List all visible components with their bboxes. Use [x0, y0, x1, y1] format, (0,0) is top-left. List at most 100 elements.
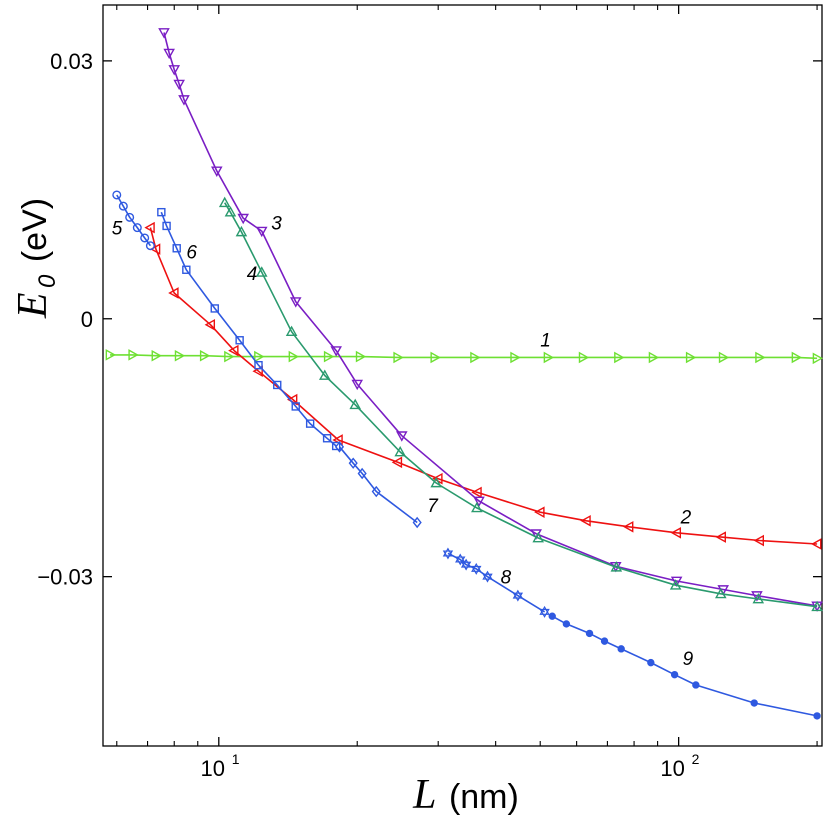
x-axis-symbol: L — [412, 772, 436, 818]
data-point — [255, 226, 268, 238]
y-axis-label: E 0 (eV) — [10, 198, 61, 319]
data-point — [482, 570, 493, 583]
data-point — [600, 637, 609, 645]
data-point — [718, 351, 730, 364]
data-point — [692, 681, 700, 689]
series-line — [338, 446, 418, 524]
data-point — [580, 514, 591, 527]
data-point — [585, 629, 594, 638]
data-point — [750, 699, 758, 707]
x-tick-label: 10 — [660, 756, 684, 781]
data-point — [163, 48, 175, 60]
data-point — [168, 65, 181, 76]
data-point — [323, 350, 335, 363]
data-point — [812, 352, 824, 365]
data-point — [128, 349, 139, 361]
data-point — [151, 349, 162, 362]
data-point — [617, 645, 625, 653]
data-point — [210, 304, 219, 313]
data-point — [391, 456, 403, 469]
x-tick-label-exponent: 2 — [692, 751, 700, 767]
y-axis-symbol: E — [10, 292, 56, 319]
series-line — [447, 552, 546, 613]
data-point — [670, 576, 683, 587]
data-point — [348, 457, 358, 469]
y-tick-label: 0 — [81, 307, 93, 332]
data-point — [291, 402, 300, 411]
series-line — [224, 202, 818, 608]
data-point — [512, 589, 524, 602]
series-line — [551, 615, 818, 717]
data-point — [578, 351, 590, 364]
series-9 — [548, 612, 821, 720]
data-point — [460, 558, 472, 571]
data-point — [144, 221, 155, 234]
data-point — [218, 196, 231, 208]
data-point — [322, 434, 332, 443]
data-point — [330, 346, 342, 357]
data-point — [670, 527, 682, 539]
data-point — [254, 350, 265, 363]
series-line — [149, 227, 818, 545]
data-point — [112, 190, 122, 200]
series-layer — [105, 28, 824, 720]
data-point — [791, 351, 803, 364]
data-point — [811, 538, 822, 550]
data-point — [393, 351, 404, 364]
data-point — [318, 369, 331, 380]
data-point — [534, 506, 545, 518]
series-label: 1 — [540, 330, 551, 351]
data-point — [157, 207, 166, 217]
data-point — [140, 233, 150, 243]
data-point — [331, 441, 341, 451]
series-line — [116, 194, 152, 247]
data-point — [174, 349, 186, 362]
data-point — [199, 349, 211, 362]
data-point — [442, 547, 454, 560]
data-point — [355, 350, 367, 363]
x-axis-label: L (nm) — [412, 772, 519, 818]
series-3 — [158, 28, 823, 612]
x-tick-label-exponent: 1 — [232, 751, 240, 767]
data-point — [357, 467, 367, 480]
data-point — [255, 266, 268, 277]
data-point — [132, 223, 142, 233]
data-point — [162, 221, 171, 231]
data-point — [715, 531, 726, 543]
data-point — [473, 496, 485, 508]
data-point — [168, 287, 179, 299]
data-point — [237, 213, 249, 225]
data-point — [471, 501, 483, 513]
data-point — [669, 579, 682, 590]
data-point — [813, 712, 821, 720]
data-point — [753, 534, 764, 547]
data-point — [172, 244, 181, 253]
series-2 — [144, 221, 822, 550]
data-point — [105, 349, 117, 361]
data-point — [510, 351, 521, 364]
data-point — [685, 351, 697, 364]
data-point — [285, 325, 298, 337]
data-point — [145, 241, 155, 251]
data-point — [610, 561, 623, 572]
data-point — [149, 243, 161, 255]
data-point — [715, 587, 727, 599]
data-point — [430, 476, 442, 488]
data-point — [548, 612, 556, 620]
series-8 — [442, 547, 550, 618]
data-point — [178, 95, 190, 106]
data-point — [351, 379, 364, 391]
data-point — [755, 351, 766, 364]
data-point — [430, 351, 441, 364]
data-point — [543, 351, 555, 364]
data-point — [395, 431, 408, 442]
data-point — [394, 445, 406, 457]
data-point — [273, 380, 282, 390]
tick-layer: 10 1 10 20.030−0.03 — [37, 5, 822, 781]
series-line — [163, 32, 818, 607]
data-point — [125, 212, 135, 222]
data-point — [182, 265, 191, 274]
data-point — [254, 360, 263, 370]
data-point — [412, 516, 422, 529]
